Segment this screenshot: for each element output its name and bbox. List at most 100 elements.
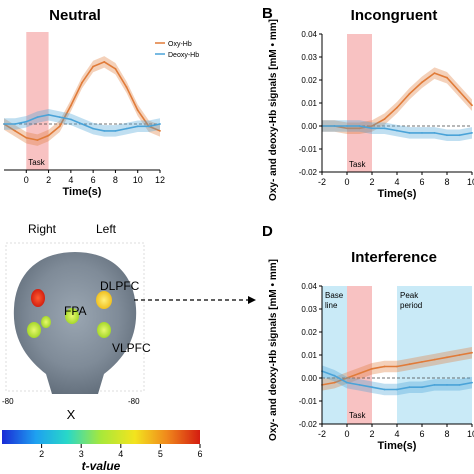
panel-letter: B — [262, 5, 273, 22]
data-point — [396, 106, 398, 109]
region-label: line — [325, 301, 338, 310]
task-label: Task — [349, 411, 366, 420]
colorbar-tick-label: 2 — [39, 449, 44, 459]
x-tick-label: 4 — [394, 429, 399, 439]
data-point — [69, 118, 72, 121]
data-point — [14, 130, 17, 132]
y-tick-label: 0.02 — [301, 328, 317, 337]
x-tick-label: 12 — [155, 175, 165, 185]
data-point — [421, 132, 423, 134]
x-tick-label: 0 — [344, 429, 349, 439]
data-point — [471, 351, 473, 354]
colorbar-gradient — [2, 430, 200, 444]
y-tick-label: 0.03 — [301, 53, 317, 62]
data-point — [358, 127, 361, 130]
colorbar-tick-label: 4 — [118, 449, 123, 459]
region-label-dlpfc: DLPFC — [100, 279, 140, 293]
series-line — [322, 72, 473, 130]
activation-blob — [27, 322, 41, 338]
activation-blob — [96, 291, 112, 309]
colorbar-tick-label: 5 — [158, 449, 163, 459]
y-axis-label: Oxy- and deoxy-Hb signals [mM • mm] — [268, 19, 279, 201]
panel-title: Neutral — [49, 7, 101, 24]
data-point — [36, 139, 39, 142]
y-tick-label: 0.00 — [301, 122, 317, 131]
data-point — [47, 113, 50, 116]
region-label: Base — [325, 291, 344, 300]
data-point — [383, 365, 386, 368]
data-point — [433, 358, 436, 361]
data-point — [371, 127, 373, 130]
x-axis-label: Time(s) — [378, 440, 417, 452]
colorbar: 2 3 4 5 6 t-value — [2, 430, 203, 473]
data-point — [358, 372, 361, 375]
data-point — [358, 384, 361, 386]
data-point — [47, 134, 50, 137]
x-tick-label: 8 — [444, 429, 449, 439]
region-label-fpa: FPA — [64, 304, 86, 318]
data-point — [458, 134, 461, 137]
x-tick-label: 6 — [419, 429, 424, 439]
activation-blob — [31, 289, 45, 307]
activation-blob — [65, 308, 79, 324]
data-point — [446, 76, 448, 79]
data-point — [446, 134, 448, 137]
data-point — [371, 367, 373, 370]
data-point — [433, 132, 436, 134]
data-point — [396, 388, 398, 391]
panel-incongruent: B Incongruent Oxy- and deoxy-Hb signals … — [262, 5, 474, 201]
x-tick-label: -2 — [318, 429, 326, 439]
task-label: Task — [349, 160, 366, 169]
data-point — [114, 130, 117, 132]
legend-label: Deoxy-Hb — [168, 52, 199, 59]
x-tick-right: -80 — [128, 397, 140, 406]
error-band — [322, 346, 472, 391]
data-point — [421, 361, 423, 363]
region-label: period — [400, 301, 422, 310]
data-point — [421, 81, 423, 84]
panel-title: Interference — [351, 249, 437, 266]
data-point — [383, 118, 386, 120]
data-point — [408, 92, 411, 95]
y-tick-label: 0.01 — [301, 351, 317, 360]
activation-blob — [41, 316, 51, 328]
x-tick-label: 10 — [467, 177, 474, 187]
data-point — [458, 354, 461, 356]
shaded-region — [347, 34, 372, 172]
data-point — [383, 127, 386, 130]
data-point — [421, 386, 423, 389]
panel-letter: D — [262, 223, 273, 240]
x-tick-label: 10 — [467, 429, 474, 439]
x-tick-label: 2 — [46, 175, 51, 185]
data-point — [458, 384, 461, 386]
y-tick-label: 0.03 — [301, 305, 317, 314]
data-point — [408, 132, 411, 134]
x-tick-label: -2 — [318, 177, 326, 187]
data-point — [81, 81, 83, 84]
data-point — [136, 109, 139, 112]
colorbar-tick-label: 3 — [79, 449, 84, 459]
shaded-region — [322, 286, 347, 424]
data-point — [396, 365, 398, 368]
map-frame — [5, 242, 145, 392]
data-point — [36, 116, 39, 118]
y-tick-label: 0.02 — [301, 76, 317, 85]
x-tick-label: 4 — [68, 175, 73, 185]
x-tick-label: 2 — [369, 177, 374, 187]
x-tick-label: 8 — [113, 175, 118, 185]
data-point — [408, 386, 411, 389]
y-axis-label: Oxy- and deoxy-Hb signals [mM • mm] — [268, 259, 279, 441]
data-point — [446, 384, 448, 386]
brain-activation-map: Right Left DLPFC FPA VLPFC -80 -80 X — [2, 222, 256, 422]
panel-neutral: Neutral 0 2 4 6 8 10 12 Time(s) Task Oxy-Hb Deoxy-… — [3, 7, 199, 198]
data-point — [471, 381, 473, 384]
data-point — [346, 377, 348, 379]
data-point — [408, 363, 411, 366]
data-point — [69, 104, 72, 107]
y-tick-label: 0.04 — [301, 282, 317, 291]
arrow-head-icon — [248, 296, 256, 304]
data-point — [333, 125, 336, 127]
data-point — [25, 136, 28, 139]
colorbar-tick-label: 6 — [197, 449, 202, 459]
